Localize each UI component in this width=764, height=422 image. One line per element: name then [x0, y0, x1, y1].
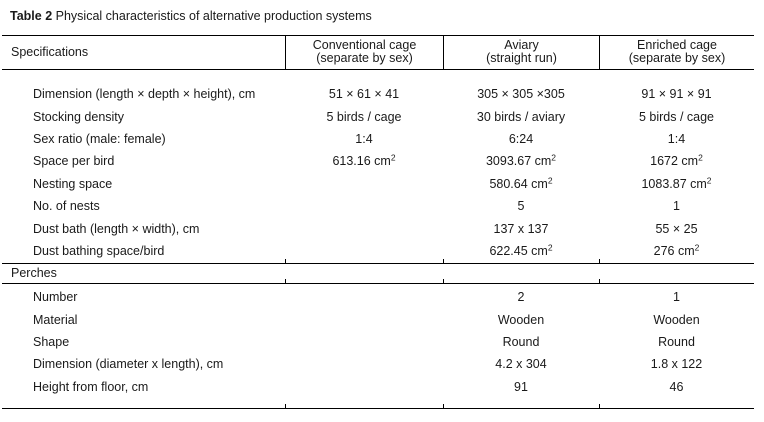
row-value: Wooden: [653, 312, 700, 327]
row-value: 91 × 91 × 91: [641, 87, 712, 102]
column-tick: [443, 279, 444, 284]
column-tick: [443, 259, 444, 264]
row-value: 1.8 x 122: [650, 357, 703, 372]
row-value: 1:4: [667, 131, 686, 146]
row-value: 55 × 25: [655, 221, 698, 236]
column-tick: [599, 279, 600, 284]
row-value: 4.2 x 304: [495, 357, 547, 372]
table-row: Stocking density 5 birds / cage 30 birds /…: [2, 105, 754, 127]
section-divider-rule: [2, 279, 754, 285]
row-value: 3093.67 cm2: [485, 152, 557, 169]
section-divider-rule: [2, 259, 754, 265]
row-value: 6:24: [508, 131, 534, 146]
table-row: Sex ratio (male: female) 1:4 6:24 1:4: [2, 128, 754, 150]
row-label: Dimension (diameter x length), cm: [33, 357, 224, 372]
row-label: Dimension (length × depth × height), cm: [33, 87, 256, 102]
table-caption: Table 2 Physical characteristics of alte…: [10, 8, 764, 24]
row-value: 91: [514, 379, 528, 394]
table-bottom-rule: [2, 404, 754, 410]
row-label: Nesting space: [33, 176, 113, 191]
table-row: Dimension (diameter x length), cm 4.2 x 3…: [2, 353, 754, 375]
column-tick: [599, 259, 600, 264]
table-row: Dimension (length × depth × height), cm 5…: [2, 83, 754, 105]
row-value: 613.16 cm2: [332, 152, 396, 169]
column-header-line2: (separate by sex): [628, 51, 726, 65]
table-caption-number: Table 2: [10, 9, 53, 23]
column-header-line2: (straight run): [486, 51, 557, 65]
row-value: 622.45 cm2: [489, 242, 553, 258]
table-row: Shape Round Round: [2, 331, 754, 353]
row-value: 5: [517, 199, 525, 214]
row-value: 2: [517, 290, 525, 305]
table-row: No. of nests 5 1: [2, 195, 754, 217]
column-header-line1: Enriched cage: [637, 38, 717, 52]
row-value: 1: [673, 290, 680, 305]
column-header-aviary: Aviary (straight run): [443, 36, 599, 69]
row-value: Wooden: [497, 312, 545, 327]
table-row: Nesting space 580.64 cm2 1083.87 cm2: [2, 173, 754, 195]
row-value: 580.64 cm2: [489, 175, 553, 191]
section-header-perches: Perches: [11, 266, 57, 281]
row-label: Dust bath (length × width), cm: [33, 221, 200, 236]
column-header-enriched-cage: Enriched cage (separate by sex): [599, 36, 754, 69]
table-section-general: Dimension (length × depth × height), cm 5…: [2, 70, 754, 263]
row-value: 1:4: [355, 131, 373, 146]
table-row: Height from floor, cm 91 46: [2, 376, 754, 398]
row-value: 30 birds / aviary: [476, 109, 566, 124]
table-row: Dust bath (length × width), cm 137 x 137 5…: [2, 217, 754, 239]
data-table: Specifications Conventional cage (separa…: [2, 35, 754, 410]
column-tick: [285, 259, 286, 264]
row-value: 46: [669, 379, 684, 394]
row-value: 51 × 61 × 41: [328, 87, 400, 102]
row-value: 137 x 137: [493, 221, 549, 236]
table-row: Dust bathing space/bird 622.45 cm2 276 cm2: [2, 240, 754, 262]
table-header-row: Specifications Conventional cage (separa…: [2, 35, 754, 70]
row-value: 305 × 305 ×305: [477, 87, 565, 102]
row-label: Dust bathing space/bird: [33, 243, 165, 258]
row-label: Height from floor, cm: [33, 379, 149, 394]
row-label: No. of nests: [33, 199, 100, 214]
table-row: Material Wooden Wooden: [2, 309, 754, 331]
row-label: Sex ratio (male: female): [33, 131, 166, 146]
row-value: 1: [673, 199, 680, 214]
row-value: 1672 cm2: [650, 152, 703, 169]
column-tick: [599, 404, 600, 409]
column-header-specifications: Specifications: [11, 44, 89, 59]
column-header-line1: Conventional cage: [312, 38, 417, 52]
column-tick: [285, 279, 286, 284]
table-section-perches: Number 2 1 Material Wooden Wooden Shape Round Ro…: [2, 284, 754, 408]
row-label: Shape: [33, 335, 70, 350]
column-header-line2: (separate by sex): [316, 51, 413, 65]
row-value: 5 birds / cage: [326, 109, 402, 124]
column-header-line1: Aviary: [504, 38, 539, 52]
row-label: Space per bird: [33, 154, 115, 169]
row-value: 276 cm2: [653, 242, 700, 258]
table-caption-text: Physical characteristics of alternative …: [55, 9, 372, 23]
row-value: 1083.87 cm2: [641, 175, 712, 191]
column-header-conventional-cage: Conventional cage (separate by sex): [285, 36, 443, 69]
row-label: Stocking density: [33, 109, 125, 124]
column-tick: [443, 404, 444, 409]
row-value: 5 birds / cage: [638, 109, 715, 124]
row-label: Number: [33, 290, 78, 305]
column-tick: [285, 404, 286, 409]
row-label: Material: [33, 312, 78, 327]
row-value: Round: [658, 335, 695, 350]
row-value: Round: [502, 335, 540, 350]
table-row: Space per bird 613.16 cm2 3093.67 cm2 1672 …: [2, 150, 754, 172]
table-row: Number 2 1: [2, 286, 754, 308]
